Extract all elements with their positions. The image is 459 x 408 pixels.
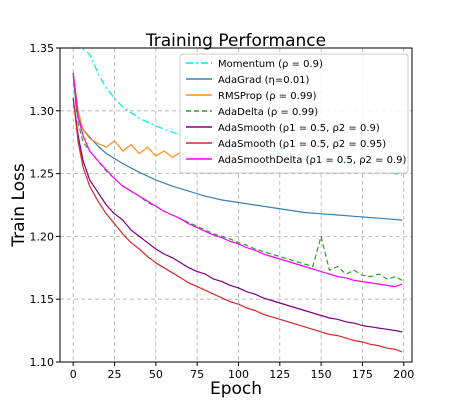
legend-entry-2: RMSProp (ρ = 0.99) bbox=[218, 91, 317, 102]
legend-entry-0: Momentum (ρ = 0.9) bbox=[218, 59, 323, 70]
series-line-1 bbox=[72, 75, 403, 221]
x-axis-ticks: 0 25 50 75 100 125 150 175 200 bbox=[70, 362, 414, 381]
series-line-4 bbox=[72, 98, 403, 333]
y-tick-label: 1.10 bbox=[30, 356, 55, 369]
y-tick-label: 1.20 bbox=[30, 230, 55, 243]
chart-title: Training Performance bbox=[145, 31, 326, 51]
legend-entry-5: AdaSmooth (ρ1 = 0.5, ρ2 = 0.95) bbox=[218, 139, 386, 150]
y-axis-ticks: 1.10 1.15 1.20 1.25 1.30 1.35 bbox=[30, 42, 60, 369]
legend: Momentum (ρ = 0.9) AdaGrad (η=0.01) RMSPro… bbox=[179, 53, 409, 174]
y-tick-label: 1.35 bbox=[30, 42, 55, 55]
x-tick-label: 50 bbox=[149, 368, 163, 381]
legend-entry-3: AdaDelta (ρ = 0.99) bbox=[218, 107, 318, 118]
legend-entry-6: AdaSmoothDelta (ρ1 = 0.5, ρ2 = 0.9) bbox=[218, 155, 407, 166]
x-tick-label: 200 bbox=[393, 368, 414, 381]
series-lines bbox=[72, 47, 403, 353]
x-tick-label: 175 bbox=[352, 368, 373, 381]
legend-box bbox=[179, 53, 409, 174]
x-tick-label: 25 bbox=[108, 368, 122, 381]
y-tick-label: 1.15 bbox=[30, 293, 55, 306]
y-tick-label: 1.25 bbox=[30, 168, 55, 181]
series-line-6 bbox=[72, 73, 403, 288]
x-tick-label: 125 bbox=[269, 368, 290, 381]
x-tick-label: 0 bbox=[70, 368, 77, 381]
legend-entry-4: AdaSmooth (ρ1 = 0.5, ρ2 = 0.9) bbox=[218, 123, 380, 134]
x-tick-label: 75 bbox=[190, 368, 204, 381]
plot-frame bbox=[59, 47, 413, 363]
y-axis-label: Train Loss bbox=[9, 163, 29, 248]
series-line-3 bbox=[72, 73, 403, 281]
x-tick-label: 150 bbox=[311, 368, 332, 381]
x-axis-label: Epoch bbox=[210, 379, 262, 399]
y-tick-label: 1.30 bbox=[30, 105, 55, 118]
x-tick-label: 100 bbox=[228, 368, 249, 381]
series-line-5 bbox=[72, 98, 403, 353]
legend-entry-1: AdaGrad (η=0.01) bbox=[218, 75, 310, 86]
